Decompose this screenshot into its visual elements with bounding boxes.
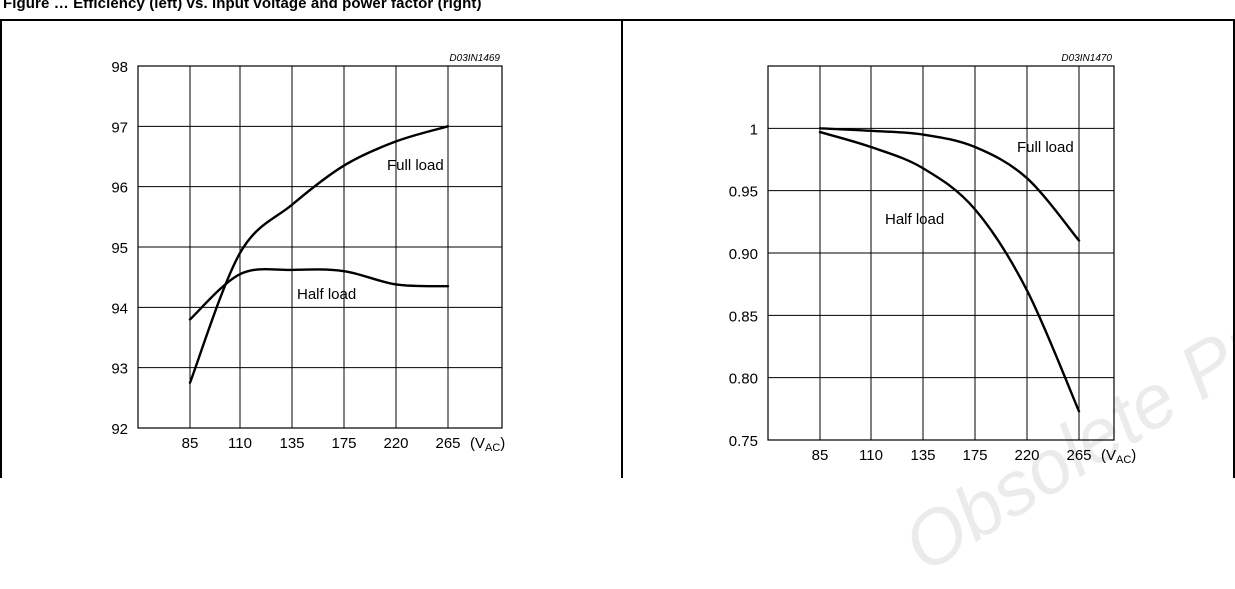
y-tick-label: 92 (111, 421, 128, 438)
table-right-border (1233, 20, 1235, 478)
x-tick-label: 175 (331, 435, 356, 452)
x-tick-label: 110 (228, 435, 252, 452)
figure-heading-text: Figure … Efficiency (left) vs. input vol… (3, 0, 482, 12)
y-tick-label: 98 (111, 59, 128, 76)
charts-canvas: 92 93 94 95 96 97 98 85 110 135 175 220 265 (VAC) D03I… (111, 53, 1136, 466)
chart-2: 0.75 0.80 0.85 0.90 0.95 1 85 110 135 175 220 265 (V… (729, 53, 1136, 466)
x-unit-label: (VAC) (1101, 447, 1136, 466)
figure-heading: Figure … Efficiency (left) vs. input vol… (0, 0, 1235, 20)
x-tick-label: 110 (859, 447, 883, 464)
table-left-border (0, 20, 2, 478)
y-tick-label: 1 (750, 121, 758, 138)
x-tick-label: 135 (910, 447, 935, 464)
table-cell-divider (621, 20, 623, 478)
figure-code: D03IN1470 (1061, 53, 1112, 64)
y-tick-label: 94 (111, 300, 128, 317)
y-tick-label: 97 (111, 119, 128, 136)
x-unit-label: (VAC) (470, 435, 505, 454)
series-label: Half load (885, 211, 944, 228)
series-line-full-load (188, 125, 450, 384)
y-tick-label: 93 (111, 361, 128, 378)
y-tick-label: 96 (111, 180, 128, 197)
y-tick-label: 0.95 (729, 184, 758, 201)
series-label: Half load (297, 286, 356, 303)
x-tick-label: 85 (182, 435, 199, 452)
x-tick-label: 85 (812, 447, 829, 464)
x-tick-label: 220 (1014, 447, 1039, 464)
x-tick-label: 175 (962, 447, 987, 464)
series-line-full-load (818, 127, 1081, 242)
y-tick-label: 0.75 (729, 433, 758, 450)
y-tick-label: 0.90 (729, 246, 758, 263)
x-tick-label: 265 (435, 435, 460, 452)
series-label: Full load (1017, 139, 1074, 156)
x-tick-label: 265 (1066, 447, 1091, 464)
y-tick-label: 0.85 (729, 308, 758, 325)
series-label: Full load (387, 157, 444, 174)
x-tick-label: 220 (383, 435, 408, 452)
y-tick-label: 0.80 (729, 371, 758, 388)
figure-code: D03IN1469 (449, 53, 500, 64)
series-line-half-load (818, 130, 1081, 413)
x-tick-label: 135 (279, 435, 304, 452)
y-tick-label: 95 (111, 240, 128, 257)
table-top-border (0, 19, 1235, 21)
chart-1: 92 93 94 95 96 97 98 85 110 135 175 220 265 (VAC) D03I… (111, 53, 505, 454)
series-line-half-load (188, 267, 450, 321)
